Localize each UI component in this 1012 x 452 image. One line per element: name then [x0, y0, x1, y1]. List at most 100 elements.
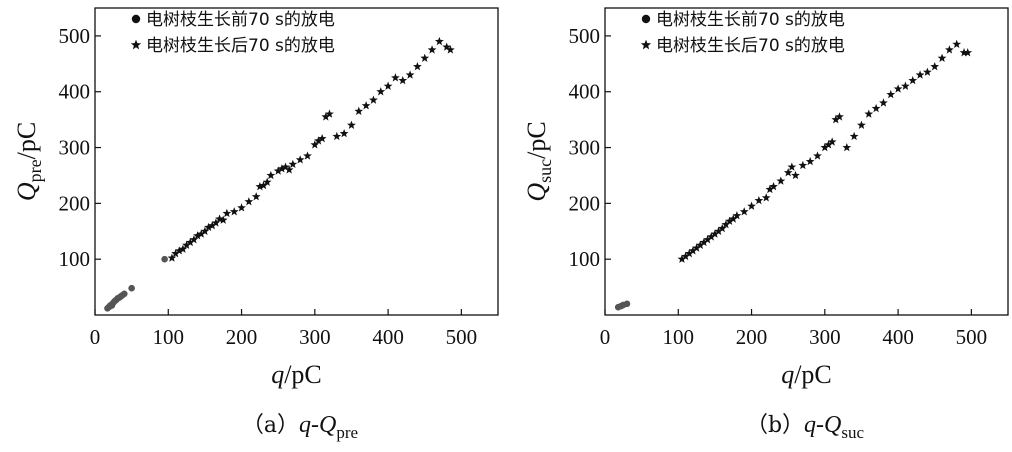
data-point-star — [706, 232, 716, 241]
x-tick-label: 0 — [600, 325, 611, 349]
data-point-star — [842, 142, 852, 152]
data-point-star — [754, 195, 764, 205]
plot-frame — [604, 7, 1009, 316]
data-point-star — [824, 140, 833, 149]
y-tick-label: 500 — [569, 24, 601, 48]
data-point-star — [765, 184, 775, 194]
data-point-star — [207, 221, 217, 230]
data-point-star — [915, 70, 925, 79]
data-point-star — [347, 120, 356, 129]
data-point-star — [303, 151, 312, 160]
data-point-star — [684, 249, 694, 258]
data-point-star — [284, 165, 294, 174]
data-point-star — [677, 254, 687, 263]
chart-panel-a: 0 100 200 300 400 500 100 200 300 400 500 q/pC Qpre/… — [12, 7, 499, 442]
x-axis-label: q/pC — [781, 360, 832, 389]
data-point-star — [383, 81, 393, 90]
data-point-star — [339, 128, 349, 138]
x-tick-label: 0 — [90, 325, 101, 349]
data-point-star — [739, 207, 749, 216]
x-tick-label: 200 — [226, 325, 258, 349]
data-point-star — [376, 87, 386, 96]
data-point-star — [442, 42, 452, 51]
x-axis-label: q/pC — [271, 360, 322, 389]
legend-marker-circle — [641, 14, 651, 24]
data-point-star — [871, 103, 881, 113]
data-point-star — [835, 112, 844, 121]
data-point-star — [361, 101, 371, 110]
data-point-star — [886, 89, 896, 99]
data-point-star — [879, 98, 888, 107]
chart-panel-b: 0 100 200 300 400 500 100 200 300 400 500 q/pC Qsuc/… — [522, 7, 1009, 442]
y-tick-label: 400 — [569, 80, 601, 104]
data-point-star — [776, 176, 786, 185]
data-point-star — [193, 231, 202, 240]
data-point-star — [189, 235, 199, 244]
data-point-star — [174, 246, 184, 255]
data-point-star — [288, 159, 298, 169]
y-tick-label: 300 — [569, 136, 601, 160]
data-point-star — [813, 151, 822, 160]
data-point-star — [255, 182, 265, 191]
data-point-star — [171, 249, 180, 258]
data-point-star — [849, 131, 859, 141]
data-point-star — [237, 203, 246, 212]
data-point-star — [229, 207, 239, 216]
y-axis-label: Qpre/pC — [12, 122, 45, 201]
data-point-star — [923, 67, 932, 76]
data-point-star — [317, 134, 327, 143]
data-point-star — [820, 142, 830, 152]
data-point-star — [200, 226, 210, 235]
data-point-star — [215, 214, 224, 223]
data-point-star — [391, 73, 400, 82]
legend-label: 电树枝生长前70 s的放电 — [146, 10, 335, 30]
panel-caption: （b）q-Qsuc — [746, 412, 865, 442]
data-point-star — [182, 240, 191, 249]
data-point-star — [963, 48, 973, 57]
data-point-star — [427, 45, 437, 54]
data-point-star — [435, 36, 444, 46]
data-point-star — [281, 162, 290, 171]
data-point-star — [321, 112, 331, 121]
panel-caption: （a）q-Qpre — [242, 412, 358, 442]
data-point-star — [908, 75, 918, 85]
x-tick-label: 400 — [882, 325, 914, 349]
data-point-star — [420, 53, 430, 62]
data-point-star — [251, 192, 261, 201]
data-point-star — [728, 214, 738, 223]
data-point-star — [930, 62, 940, 71]
data-point-star — [354, 106, 364, 115]
y-tick-label: 100 — [569, 247, 601, 271]
data-point-star — [710, 229, 720, 238]
y-tick-label: 100 — [59, 247, 91, 271]
y-axis-label: Qsuc/pC — [522, 121, 555, 201]
data-point-star — [259, 180, 268, 190]
x-tick-label: 100 — [153, 325, 185, 349]
data-point-circle — [128, 284, 135, 292]
data-point-star — [688, 246, 698, 255]
data-point-star — [244, 197, 254, 206]
x-tick-label: 500 — [446, 325, 478, 349]
legend-marker-circle — [131, 14, 141, 24]
data-point-star — [721, 219, 731, 229]
x-tick-label: 400 — [372, 325, 404, 349]
data-point-star — [787, 162, 797, 171]
data-point-star — [222, 208, 232, 218]
data-point-star — [167, 253, 177, 262]
x-tick-label: 500 — [956, 325, 988, 349]
y-tick-label: 400 — [59, 80, 91, 104]
legend-label: 电树枝生长后70 s的放电 — [656, 36, 845, 56]
data-point-star — [681, 251, 690, 261]
data-point-star — [413, 62, 422, 71]
data-point-star — [805, 156, 815, 166]
data-point-star — [827, 137, 837, 146]
data-point-star — [937, 53, 947, 62]
data-point-star — [864, 109, 874, 118]
legend-label: 电树枝生长后70 s的放电 — [146, 36, 335, 56]
legend-marker-star — [640, 39, 652, 50]
data-point-star — [196, 229, 206, 238]
data-point-star — [831, 115, 841, 124]
